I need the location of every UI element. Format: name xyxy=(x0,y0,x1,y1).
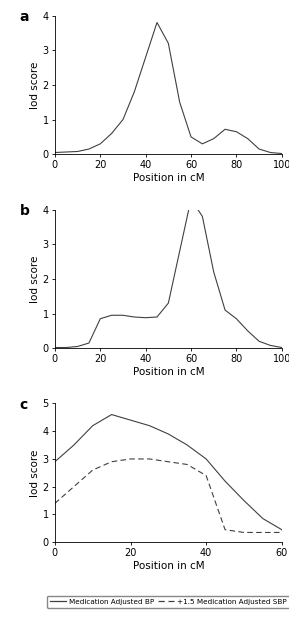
Y-axis label: lod score: lod score xyxy=(30,449,40,496)
Y-axis label: lod score: lod score xyxy=(30,255,40,302)
X-axis label: Position in cM: Position in cM xyxy=(133,367,204,377)
Legend: Medication Adjusted BP, +1.5 Medication Adjusted SBP: Medication Adjusted BP, +1.5 Medication … xyxy=(47,596,289,608)
X-axis label: Position in cM: Position in cM xyxy=(133,174,204,183)
Text: b: b xyxy=(20,204,29,218)
X-axis label: Position in cM: Position in cM xyxy=(133,561,204,571)
Y-axis label: lod score: lod score xyxy=(30,61,40,109)
Text: a: a xyxy=(20,10,29,24)
Text: c: c xyxy=(20,398,28,412)
